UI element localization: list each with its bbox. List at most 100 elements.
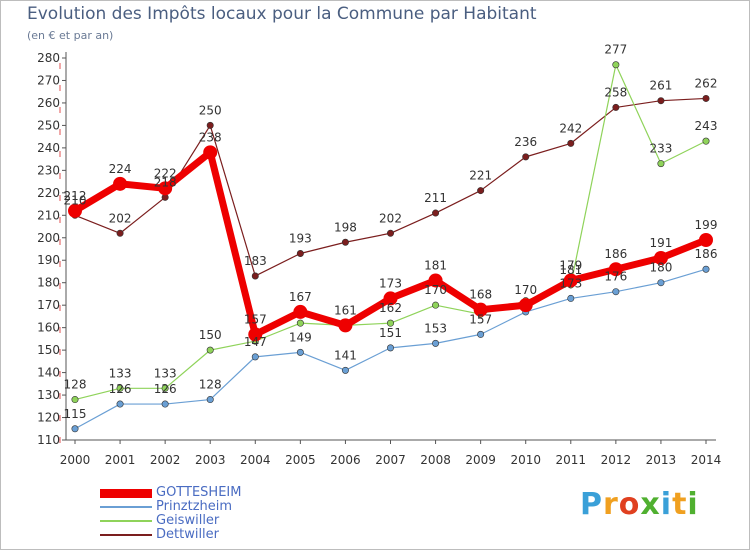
- data-label: 242: [559, 121, 582, 135]
- data-point: [612, 61, 620, 69]
- data-label: 161: [334, 303, 357, 317]
- y-tick-label: 240: [37, 141, 60, 155]
- y-tick-label: 260: [37, 96, 60, 110]
- y-tick-label: 270: [37, 73, 60, 87]
- y-tick-label: 280: [37, 51, 60, 65]
- y-tick-label: 180: [37, 276, 60, 290]
- data-label: 157: [469, 312, 492, 326]
- y-tick-label: 140: [37, 366, 60, 380]
- y-tick-label: 200: [37, 231, 60, 245]
- logo-letter: x: [640, 487, 661, 522]
- data-label: 133: [154, 366, 177, 380]
- logo-letter: i: [687, 487, 699, 522]
- data-point: [161, 384, 169, 392]
- legend-item: Geiswiller: [100, 514, 360, 528]
- data-label: 181: [559, 263, 582, 277]
- data-label: 126: [109, 382, 132, 396]
- data-point: [386, 319, 394, 327]
- data-label: 199: [695, 218, 718, 232]
- y-tick-label: 120: [37, 411, 60, 425]
- data-label: 176: [604, 270, 627, 284]
- data-label: 151: [379, 326, 402, 340]
- data-label: 168: [469, 288, 492, 302]
- data-label: 179: [559, 258, 582, 272]
- data-point: [522, 153, 530, 161]
- data-label: 133: [109, 366, 132, 380]
- logo-letter: i: [660, 487, 673, 522]
- data-label: 170: [514, 283, 537, 297]
- x-tick-label: 2002: [150, 453, 181, 467]
- x-tick-label: 2007: [375, 453, 406, 467]
- data-point: [203, 145, 218, 160]
- data-label: 224: [109, 162, 132, 176]
- data-label: 181: [424, 258, 447, 272]
- data-label: 198: [334, 220, 357, 234]
- chart-subtitle: (en € et par an): [27, 29, 114, 42]
- data-point: [338, 318, 353, 333]
- data-point: [702, 265, 710, 273]
- proxiti-logo: Proxiti: [580, 487, 699, 522]
- data-label: 191: [649, 236, 672, 250]
- data-point: [296, 319, 304, 327]
- data-label: 238: [199, 130, 222, 144]
- y-tick-label: 170: [37, 298, 60, 312]
- legend-label: Geiswiller: [156, 513, 220, 528]
- x-tick-label: 2013: [646, 453, 677, 467]
- y-tick-label: 110: [37, 433, 60, 447]
- data-point: [71, 396, 79, 404]
- data-point: [657, 279, 665, 287]
- legend-label: GOTTESHEIM: [156, 485, 242, 500]
- data-point: [518, 298, 533, 313]
- data-label: 202: [379, 211, 402, 225]
- data-point: [612, 103, 620, 111]
- x-tick-label: 2010: [510, 453, 541, 467]
- data-label: 128: [64, 378, 87, 392]
- data-point: [251, 272, 259, 280]
- data-point: [653, 250, 668, 265]
- x-tick-label: 2001: [105, 453, 136, 467]
- data-point: [428, 273, 443, 288]
- data-point: [251, 353, 259, 361]
- data-label: 183: [244, 254, 267, 268]
- data-label: 262: [695, 76, 718, 90]
- data-point: [473, 302, 488, 317]
- data-label: 236: [514, 135, 537, 149]
- data-point: [293, 304, 308, 319]
- logo-letter: r: [603, 487, 619, 522]
- y-tick-label: 210: [37, 208, 60, 222]
- data-point: [116, 229, 124, 237]
- data-point: [116, 384, 124, 392]
- data-label: 218: [154, 175, 177, 189]
- data-point: [206, 121, 214, 129]
- data-label: 173: [559, 276, 582, 290]
- x-tick-label: 2014: [691, 453, 722, 467]
- data-point: [702, 94, 710, 102]
- logo-letter: t: [672, 487, 688, 522]
- x-tick-label: 2011: [556, 453, 587, 467]
- x-tick-label: 2009: [465, 453, 496, 467]
- data-label: 128: [199, 378, 222, 392]
- x-tick-label: 2012: [601, 453, 632, 467]
- data-point: [341, 238, 349, 246]
- data-point: [386, 229, 394, 237]
- y-tick-label: 190: [37, 253, 60, 267]
- data-point: [432, 301, 440, 309]
- data-point: [657, 97, 665, 105]
- data-point: [68, 203, 82, 218]
- data-point: [567, 139, 575, 147]
- data-label: 180: [649, 261, 672, 275]
- data-label: 250: [199, 103, 222, 117]
- data-label: 202: [109, 211, 132, 225]
- data-point: [699, 233, 713, 248]
- data-label: 141: [334, 348, 357, 362]
- legend-swatch: [100, 488, 152, 498]
- data-point: [383, 291, 398, 306]
- data-label: 277: [604, 43, 627, 57]
- legend-item: Dettwiller: [100, 528, 360, 542]
- legend-swatch: [100, 534, 152, 536]
- legend-item: Prinztzheim: [100, 500, 360, 514]
- y-tick-label: 230: [37, 163, 60, 177]
- x-tick-label: 2005: [285, 453, 316, 467]
- data-point: [158, 181, 173, 196]
